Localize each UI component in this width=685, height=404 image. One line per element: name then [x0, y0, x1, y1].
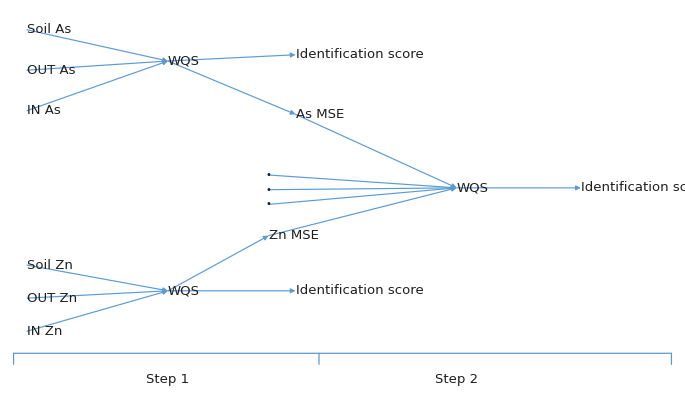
Text: As MSE: As MSE — [295, 108, 344, 121]
Text: Zn MSE: Zn MSE — [269, 229, 319, 242]
Text: Step 1: Step 1 — [147, 372, 190, 385]
Text: •: • — [266, 200, 271, 209]
Text: IN Zn: IN Zn — [27, 325, 62, 338]
Text: Soil Zn: Soil Zn — [27, 259, 73, 271]
Text: Step 2: Step 2 — [435, 372, 478, 385]
Text: OUT As: OUT As — [27, 64, 75, 77]
Text: Soil As: Soil As — [27, 23, 71, 36]
Text: IN As: IN As — [27, 104, 61, 117]
Text: •: • — [266, 185, 271, 195]
Text: WQS: WQS — [168, 284, 200, 297]
Text: Identification score: Identification score — [295, 284, 423, 297]
Text: Identification score: Identification score — [295, 48, 423, 61]
Text: WQS: WQS — [168, 55, 200, 67]
Text: OUT Zn: OUT Zn — [27, 292, 77, 305]
Text: •: • — [266, 170, 271, 180]
Text: WQS: WQS — [457, 181, 488, 194]
Text: Identification score: Identification score — [581, 181, 685, 194]
